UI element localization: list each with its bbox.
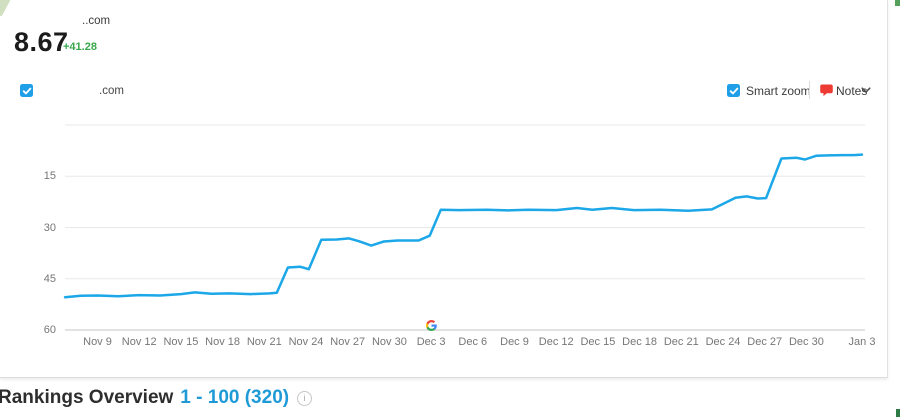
checkmark-icon xyxy=(729,87,738,94)
x-tick-label: Dec 9 xyxy=(500,336,529,348)
legend-domain-label[interactable]: .com xyxy=(99,85,124,97)
rankings-overview-header: Rankings Overview 1 - 100 (320) i xyxy=(0,387,313,409)
x-tick-label: Dec 27 xyxy=(747,336,783,348)
x-tick-label: Dec 3 xyxy=(416,336,446,348)
chart-gridlines xyxy=(65,124,865,331)
smart-zoom-label[interactable]: Smart zoom xyxy=(746,84,811,98)
trend-line[interactable] xyxy=(63,153,864,299)
y-tick-label: 60 xyxy=(43,324,56,336)
visibility-change-badge: +41.28 xyxy=(63,41,97,53)
header-domain-label: ..com xyxy=(82,15,111,27)
visibility-value: 8.67 xyxy=(14,27,69,57)
checkmark-icon xyxy=(22,87,31,94)
x-tick-label: Dec 24 xyxy=(705,336,741,348)
y-tick-label: 45 xyxy=(43,272,56,285)
x-tick-label: Nov 18 xyxy=(205,336,241,348)
x-tick-label: Nov 12 xyxy=(121,336,157,348)
x-tick-label: Nov 27 xyxy=(330,336,366,348)
rankings-overview-title: Rankings Overview xyxy=(0,387,174,408)
x-tick-label: Jan 3 xyxy=(848,336,876,348)
rankings-range-link[interactable]: 1 - 100 (320) xyxy=(180,387,290,408)
info-icon[interactable]: i xyxy=(297,390,313,406)
x-tick-label: Dec 6 xyxy=(458,336,488,348)
page-edge-artifact xyxy=(896,409,900,417)
chevron-down-icon[interactable] xyxy=(861,87,871,94)
visibility-chart-card: ..com 8.67 +41.28 .com Smart zoom Notes xyxy=(0,0,888,378)
x-tick-label: Dec 30 xyxy=(788,336,824,348)
domain-checkbox[interactable] xyxy=(20,84,33,97)
visibility-line-chart[interactable] xyxy=(0,0,888,378)
notes-label[interactable]: Notes xyxy=(836,84,868,98)
notes-icon[interactable] xyxy=(820,84,833,97)
x-tick-label: Nov 21 xyxy=(246,336,282,348)
x-tick-label: Nov 15 xyxy=(163,336,199,348)
x-tick-label: Dec 21 xyxy=(663,336,699,348)
google-update-icon[interactable] xyxy=(425,320,437,331)
smart-zoom-checkbox[interactable] xyxy=(727,84,740,97)
y-tick-label: 30 xyxy=(43,221,56,234)
x-tick-label: Nov 24 xyxy=(288,336,324,348)
x-tick-label: Dec 18 xyxy=(622,336,658,348)
x-tick-label: Dec 15 xyxy=(580,336,616,348)
y-tick-label: 15 xyxy=(43,170,56,183)
x-tick-label: Nov 30 xyxy=(371,336,407,348)
x-tick-label: Dec 12 xyxy=(538,336,574,348)
controls-divider xyxy=(809,81,810,99)
page-edge-artifact xyxy=(895,0,900,6)
x-tick-label: Nov 9 xyxy=(83,336,112,348)
